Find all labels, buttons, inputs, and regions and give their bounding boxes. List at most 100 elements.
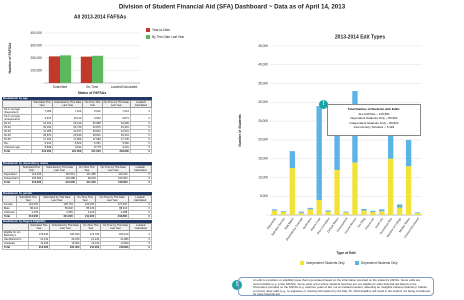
bar-segment [271,210,278,215]
table-title: Breakdown by Degree Eligibility [2,220,152,223]
table-cell: Total [2,214,17,219]
y-tick-label: 45,000 [258,44,268,48]
x-tick-label: Asset Info [374,216,385,229]
legend-label: Dependent Students Only [361,261,398,265]
annotation-line: Dependent Students Only ~ 86,964 [350,116,398,121]
bar-segment [271,209,278,211]
table-title: Breakdown by age [2,97,152,100]
table-row: Total 213,000 221,000 211,000 218,800 0 [2,245,152,250]
legend-label: Independent Students Only [306,261,345,265]
y-tick-label: 15,000 [258,157,268,161]
table-title: Breakdown by dependency status [2,162,152,165]
table-cell: 218,800 [101,149,131,154]
y-tick-label: 40,000 [258,63,268,67]
column-header: On-Time This Year [75,165,98,173]
y-tick-label: 30,000 [258,100,268,104]
column-header: Loaded/ Calculated [128,165,153,173]
column-header: Submitted by This Date Last Year [42,165,77,173]
table-cell: 9,540 [82,114,103,122]
bar-segment [352,162,358,215]
y-tick-label: 25,000 [258,119,268,123]
bar-segment [361,210,367,215]
table-cell: 0 [129,149,153,154]
x-tick-label: Parent Info [364,216,375,230]
column-header: On-Time This Year [73,195,97,203]
y-tick-label: - [41,81,42,85]
table-cell: 0 [129,107,153,115]
bar [60,55,72,83]
bar-segment [334,113,340,170]
column-header: On-Time by This Date Last Year [101,100,131,108]
bar-segment [307,209,313,215]
table-cell: 211,000 [82,149,103,154]
x-tick-label: SSN Match [283,216,295,230]
table-cell: 6,912 [82,107,103,115]
x-tick-label: On-Time [86,85,99,89]
legend-swatch [300,261,304,265]
legend-label: By This Date Last Year [152,35,185,39]
data-table: Breakdown by gender Submitted This Year Su… [2,192,152,219]
table-cell: 184,930 [49,230,82,238]
bar-segment [334,169,340,215]
bar [92,55,104,83]
column-header: Submitted This Year [27,223,51,231]
bar [80,56,92,83]
table-cell: 9,871 [101,114,131,122]
table-cell: 218,800 [96,180,130,185]
y-tick-label: 20,000 [258,138,268,142]
column-header: On-Time by This Date Last Year [95,195,130,203]
x-axis-label: Status of FAFSAs [78,91,107,95]
column-header: Submitted by This Date Last Year [49,223,82,231]
x-tick-label: Citizenship [266,216,277,230]
y-tick-label: 10,000 [258,175,268,179]
table-cell: 213,000 [15,214,41,219]
column-header: Loaded/ Calculated [129,223,152,231]
bar-segment [289,151,296,169]
column-header: Loaded/ Calculated [128,195,152,203]
table-row: Total 213,000 221,000 211,000 218,800 0 [2,149,153,154]
table-row: Unknown 2,478 2,656 2,420 2,488 0 [2,210,152,215]
bar-segment [361,208,367,211]
y-tick-label: 200,000 [30,56,42,60]
chart-title: 2013-2014 Edit Types [335,34,385,40]
table-cell: 218,800 [95,214,130,219]
table-cell: 213,000 [27,245,51,250]
table-cell: 0 [129,114,153,122]
column-header [1,165,21,173]
bar [48,56,60,83]
table-row: Unknown age 8,848 9,511 8,778 9,431 0 [2,145,153,150]
y-tick-label: 300,000 [30,43,42,47]
bar-segment [379,209,385,212]
data-table: Breakdown by dependency status Submitted … [1,162,153,185]
column-header: Submitted by This Date Last Year [39,195,75,203]
header-row: Submitted This Year Submitted by This Dat… [1,165,153,173]
table-cell: Independent [1,176,21,181]
annotation-line: Total Number of Students with Edits: [347,107,401,111]
table-cell: 19 or younger (Independent) [2,114,32,122]
bar-segment [388,158,394,215]
column-header [2,223,29,231]
annotation-line: Independent Students Only ~ 89,823 [349,120,399,125]
table-cell: 213,000 [19,180,44,185]
table-cell: 221,000 [52,149,84,154]
column-header: On-Time This Year [82,100,103,108]
column-header: Submitted This Year [30,100,54,108]
table-cell: 0 [128,214,152,219]
table-row: 19 or younger (Independent) 9,876 10,112 9,… [2,114,153,122]
column-header: On-Time by This Date Last Year [96,165,130,173]
bar-segment [325,211,331,215]
table-cell: Eligible for 1st Bachelor's [2,230,29,238]
bar-segment [414,213,421,215]
column-header [2,100,32,108]
page-title: Division of Student Financial Aid (SFA) … [119,4,346,11]
x-tick-label: Verification [302,216,313,230]
column-header: On-Time by This Date Last Year [100,223,131,231]
table-cell: 7,013 [101,107,131,115]
table-cell: 7,104 [52,107,84,115]
bar-segment [396,207,403,215]
data-table: Breakdown by age Submitted This Year Submi… [2,97,153,154]
table-cell: 0 [129,230,152,238]
y-axis-label: Number of FAFSAs [8,42,12,73]
table-cell: Total [2,245,29,250]
